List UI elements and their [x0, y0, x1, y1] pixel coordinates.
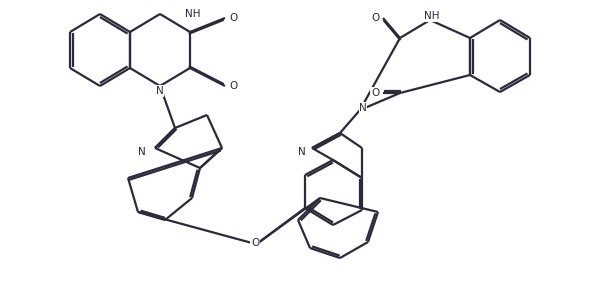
Text: NH: NH	[424, 11, 440, 21]
Text: N: N	[298, 147, 306, 157]
Text: O: O	[371, 88, 379, 98]
Text: N: N	[359, 103, 367, 113]
Text: O: O	[251, 238, 259, 248]
Text: NH: NH	[185, 9, 201, 19]
Text: O: O	[229, 81, 237, 91]
Text: O: O	[229, 13, 237, 23]
Text: N: N	[138, 147, 146, 157]
Text: N: N	[156, 86, 164, 96]
Text: O: O	[371, 13, 379, 23]
